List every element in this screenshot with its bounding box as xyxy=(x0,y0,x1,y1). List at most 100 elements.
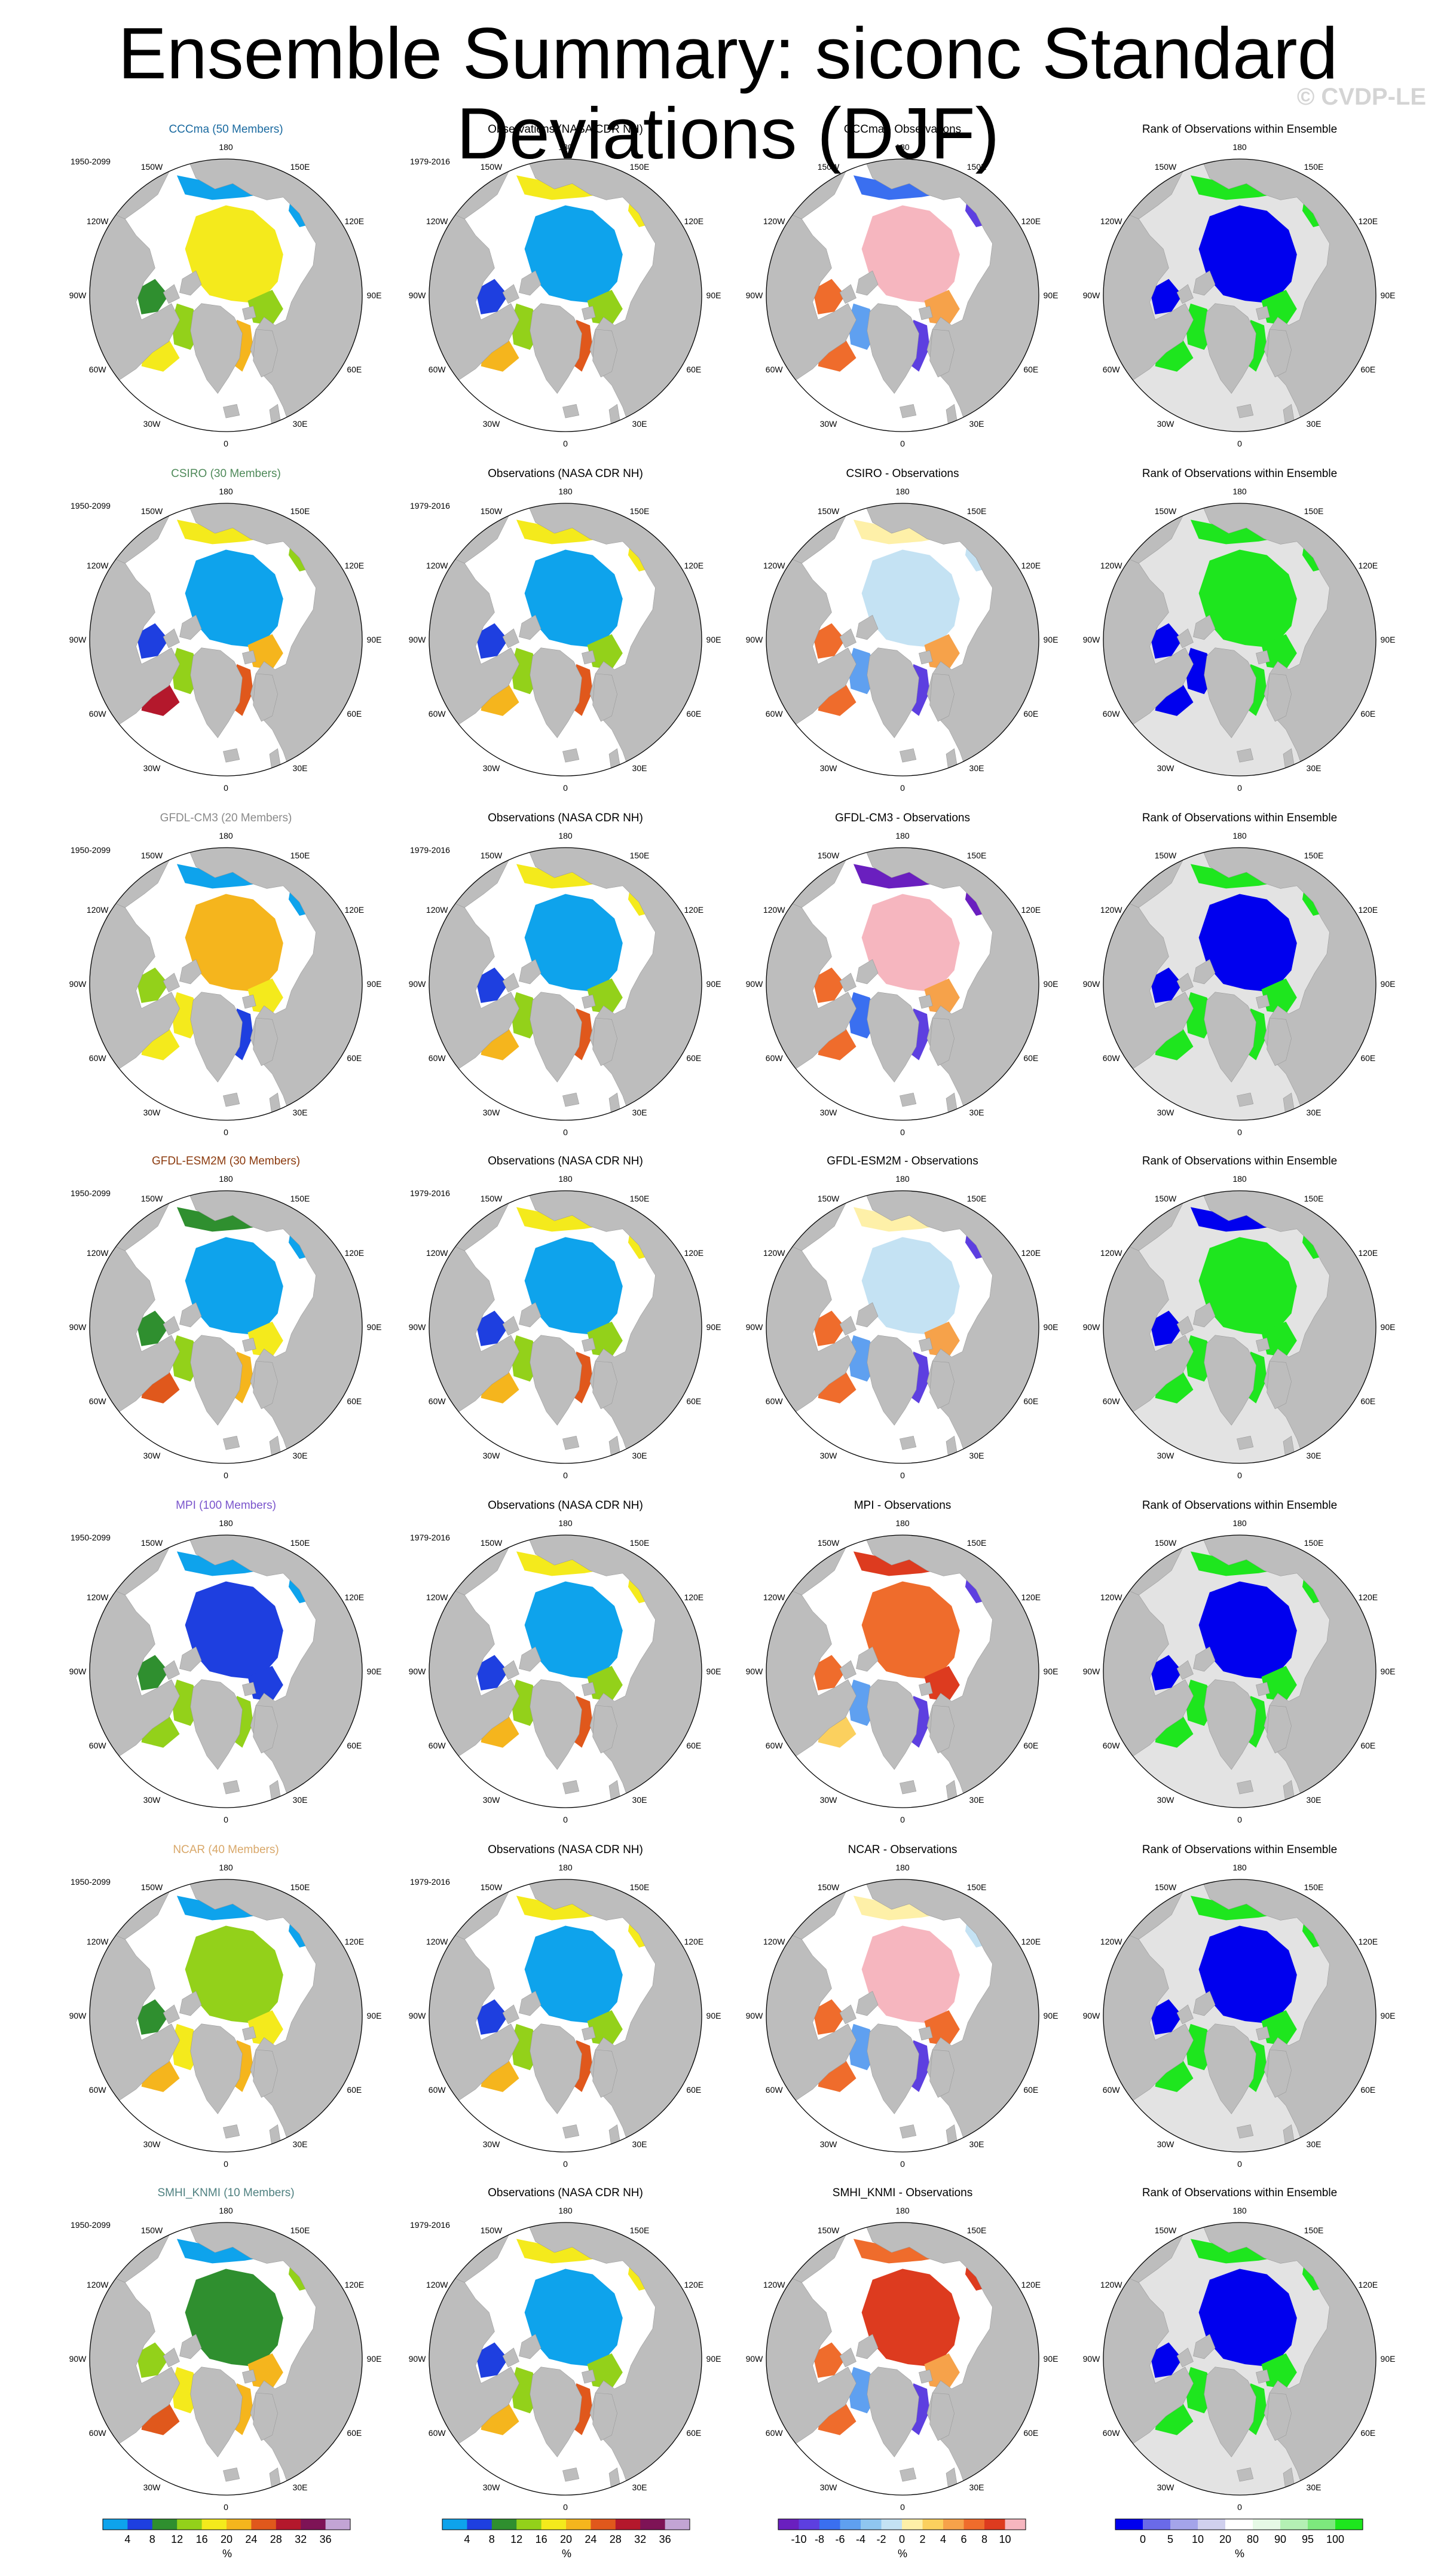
polar-map: 180 150E 120E 90E 60E 30E 0 30W 60W 90W 120W 150W xyxy=(1083,1518,1396,1824)
map-boundary xyxy=(89,1534,363,1808)
longitude-label: 60W xyxy=(766,1053,784,1063)
map-panel-cccma-model: 180 150E 120E 90E 60E 30E 0 30W 60W 90W 120W 150W CC… xyxy=(59,123,393,458)
longitude-label: 90W xyxy=(1083,2354,1101,2364)
colorbar-tick-label: 28 xyxy=(610,2533,622,2545)
longitude-label: 150E xyxy=(967,1538,987,1548)
longitude-label: 60W xyxy=(89,365,107,374)
longitude-label: 90W xyxy=(1083,291,1101,300)
longitude-label: 60W xyxy=(1103,2085,1121,2095)
longitude-label: 30E xyxy=(969,1795,984,1805)
polar-map: 180 150E 120E 90E 60E 30E 0 30W 60W 90W 120W 150W xyxy=(746,2206,1059,2512)
longitude-label: 180 xyxy=(219,142,233,152)
land-islands xyxy=(856,270,879,296)
ice-region-central xyxy=(861,1581,960,1680)
longitude-label: 90E xyxy=(706,1667,721,1676)
longitude-label: 30W xyxy=(820,1451,838,1460)
map-panel-ncar-rank: 180 150E 120E 90E 60E 30E 0 30W 60W 90W 120W 150W Ra… xyxy=(1072,1844,1407,2178)
longitude-label: 90E xyxy=(1044,635,1059,644)
ice-region-hudson xyxy=(136,2342,169,2378)
colorbar-unit: % xyxy=(898,2548,907,2560)
panel-title: Rank of Observations within Ensemble xyxy=(1142,123,1338,136)
longitude-label: 90W xyxy=(1083,1667,1101,1676)
panel-title: GFDL-CM3 (20 Members) xyxy=(160,812,292,824)
colorbar-tick-label: 95 xyxy=(1302,2533,1314,2545)
longitude-label: 120W xyxy=(426,2280,448,2289)
ice-region-hudson xyxy=(136,1310,169,1346)
longitude-label: 150E xyxy=(630,1538,650,1548)
longitude-label: 30W xyxy=(143,1795,161,1805)
colorbar-swatch xyxy=(1170,2519,1198,2530)
longitude-label: 30E xyxy=(1307,1108,1322,1117)
polar-map: 180 150E 120E 90E 60E 30E 0 30W 60W 90W 120W 150W xyxy=(746,487,1059,793)
longitude-label: 60W xyxy=(89,1741,107,1750)
land-greenland xyxy=(190,647,243,738)
land-scandinavia xyxy=(1267,1361,1292,1410)
longitude-label: 150E xyxy=(1304,506,1324,516)
colorbar-swatch xyxy=(902,2519,923,2530)
longitude-label: 60E xyxy=(347,365,362,374)
longitude-label: 30W xyxy=(143,1108,161,1117)
polar-map: 180 150E 120E 90E 60E 30E 0 30W 60W 90W 120W 150W xyxy=(1083,487,1396,793)
ice-region-barents xyxy=(1261,1321,1297,1358)
land-asia xyxy=(524,159,702,432)
ice-region-central xyxy=(185,1581,283,1680)
longitude-label: 180 xyxy=(895,1174,910,1184)
longitude-label: 30W xyxy=(1157,763,1175,773)
land-scandinavia xyxy=(253,673,278,722)
longitude-label: 60E xyxy=(1360,2428,1375,2438)
colorbar-tick-label: 20 xyxy=(221,2533,233,2545)
ice-region-hudson xyxy=(812,1655,846,1690)
longitude-label: 90E xyxy=(367,2354,382,2364)
land-asia xyxy=(185,1879,362,2152)
ice-region-hudson xyxy=(1149,1655,1183,1690)
longitude-label: 30W xyxy=(1157,1451,1175,1460)
map-boundary xyxy=(429,1534,702,1808)
map-panel-gfdlcm3-diff: 180 150E 120E 90E 60E 30E 0 30W 60W 90W 120W 150W GF… xyxy=(735,812,1070,1147)
map-panel-mpi-rank: 180 150E 120E 90E 60E 30E 0 30W 60W 90W 120W 150W Ra… xyxy=(1072,1499,1407,1834)
longitude-label: 150E xyxy=(290,1194,310,1203)
land-asia xyxy=(524,2223,702,2495)
land-greenland xyxy=(190,992,243,1083)
land-greenland xyxy=(867,1335,919,1426)
map-panel-csiro-model: 180 150E 120E 90E 60E 30E 0 30W 60W 90W 120W 150W CS… xyxy=(59,467,393,802)
ice-region-hudson xyxy=(812,623,846,659)
longitude-label: 120W xyxy=(1100,1937,1122,1946)
colorbar-tick-label: -6 xyxy=(835,2533,845,2545)
colorbar-tick-label: 0 xyxy=(1140,2533,1146,2545)
longitude-label: 90E xyxy=(1381,635,1396,644)
land-asia xyxy=(861,2223,1039,2495)
map-panel-mpi-model: 180 150E 120E 90E 60E 30E 0 30W 60W 90W 120W 150W MP… xyxy=(59,1499,393,1834)
colorbar-unit: % xyxy=(1235,2548,1244,2560)
land-iceland xyxy=(562,748,580,763)
longitude-label: 150E xyxy=(1304,1882,1324,1892)
longitude-label: 180 xyxy=(1232,487,1247,496)
ice-region-hudson xyxy=(475,1310,509,1346)
longitude-label: 150W xyxy=(481,1194,503,1203)
panel-title: Rank of Observations within Ensemble xyxy=(1142,1499,1338,1512)
land-islands xyxy=(179,959,202,985)
land-svalbard xyxy=(582,1682,596,1696)
land-scandinavia xyxy=(592,2392,617,2441)
period-label: 1950-2099 xyxy=(71,1877,111,1887)
land-asia xyxy=(185,1535,362,1808)
longitude-label: 180 xyxy=(558,142,573,152)
land-iceland xyxy=(1237,748,1254,763)
colorbar-tick-label: -4 xyxy=(856,2533,865,2545)
land-islands2 xyxy=(1176,284,1194,304)
map-boundary xyxy=(429,503,702,777)
map-panel-ncar-diff: 180 150E 120E 90E 60E 30E 0 30W 60W 90W 120W 150W NC… xyxy=(735,1844,1070,2178)
polar-map: 180 150E 120E 90E 60E 30E 0 30W 60W 90W 120W 150W xyxy=(409,2206,721,2512)
longitude-label: 30W xyxy=(820,763,838,773)
longitude-label: 60E xyxy=(347,1053,362,1063)
longitude-label: 120W xyxy=(87,905,109,915)
longitude-label: 30E xyxy=(1307,2139,1322,2149)
longitude-label: 180 xyxy=(558,1518,573,1528)
polar-map: 180 150E 120E 90E 60E 30E 0 30W 60W 90W 120W 150W xyxy=(746,1863,1059,2169)
longitude-label: 60E xyxy=(686,2428,701,2438)
land-islands xyxy=(519,615,542,640)
longitude-label: 0 xyxy=(224,2159,228,2169)
land-asia xyxy=(1198,1535,1376,1808)
land-iceland xyxy=(562,1780,580,1794)
ice-region-central xyxy=(524,1581,623,1680)
land-scandinavia xyxy=(592,2049,617,2098)
